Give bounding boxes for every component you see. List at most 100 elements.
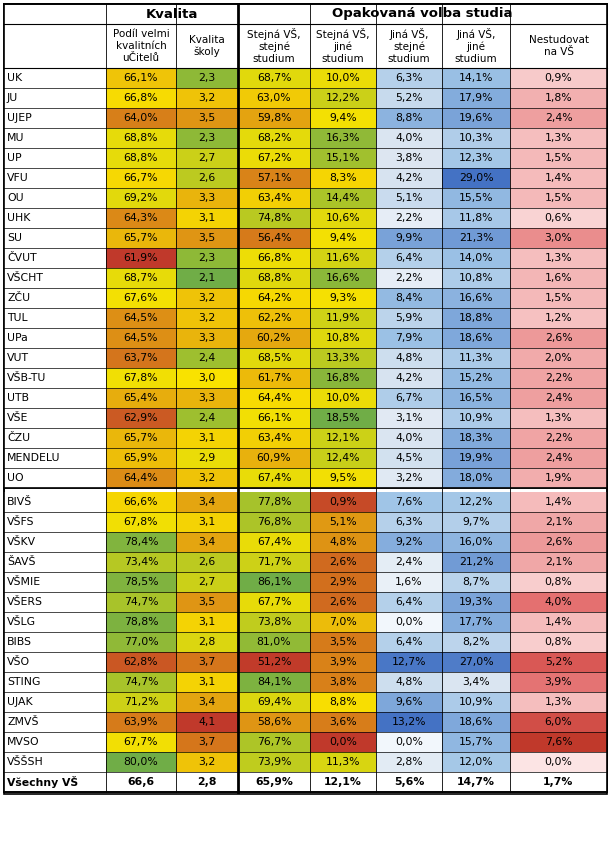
Text: 81,0%: 81,0% xyxy=(257,637,291,647)
Bar xyxy=(510,288,607,308)
Bar xyxy=(310,328,376,348)
Text: 1,5%: 1,5% xyxy=(544,293,573,303)
Bar xyxy=(376,248,442,268)
Bar xyxy=(106,268,176,288)
Bar xyxy=(238,732,310,752)
Text: 16,6%: 16,6% xyxy=(326,273,360,283)
Text: 0,0%: 0,0% xyxy=(395,617,423,627)
Text: 76,8%: 76,8% xyxy=(257,517,291,527)
Text: ZČU: ZČU xyxy=(7,293,30,303)
Bar xyxy=(442,288,510,308)
Text: Stejná VŠ,
stejné
studium: Stejná VŠ, stejné studium xyxy=(247,28,301,64)
Bar xyxy=(510,388,607,408)
Text: 11,6%: 11,6% xyxy=(326,253,360,263)
Bar xyxy=(4,512,106,532)
Text: VŠB-TU: VŠB-TU xyxy=(7,373,46,383)
Bar xyxy=(176,652,238,672)
Text: 84,1%: 84,1% xyxy=(257,677,291,687)
Bar xyxy=(310,308,376,328)
Text: ZMVŠ: ZMVŠ xyxy=(7,717,38,727)
Text: 4,0%: 4,0% xyxy=(544,597,573,607)
Bar xyxy=(510,268,607,288)
Bar xyxy=(238,652,310,672)
Text: 8,2%: 8,2% xyxy=(462,637,490,647)
Text: 77,0%: 77,0% xyxy=(123,637,158,647)
Bar xyxy=(510,712,607,732)
Text: 10,0%: 10,0% xyxy=(326,393,360,403)
Bar xyxy=(310,268,376,288)
Text: 1,3%: 1,3% xyxy=(544,413,573,423)
Text: 2,2%: 2,2% xyxy=(544,433,573,443)
Text: 2,0%: 2,0% xyxy=(544,353,573,363)
Bar xyxy=(510,408,607,428)
Text: VUT: VUT xyxy=(7,353,29,363)
Bar xyxy=(238,692,310,712)
Bar xyxy=(176,428,238,448)
Text: 64,5%: 64,5% xyxy=(124,313,158,323)
Bar xyxy=(510,532,607,552)
Bar xyxy=(376,512,442,532)
Bar xyxy=(310,468,376,488)
Text: 8,8%: 8,8% xyxy=(329,697,357,707)
Bar xyxy=(510,368,607,388)
Bar xyxy=(310,448,376,468)
Bar xyxy=(376,128,442,148)
Bar xyxy=(442,268,510,288)
Bar xyxy=(176,108,238,128)
Text: 11,8%: 11,8% xyxy=(459,213,493,223)
Text: 13,3%: 13,3% xyxy=(326,353,360,363)
Text: 65,4%: 65,4% xyxy=(124,393,158,403)
Bar xyxy=(106,592,176,612)
Bar xyxy=(442,88,510,108)
Bar xyxy=(310,228,376,248)
Bar xyxy=(376,592,442,612)
Text: 2,4%: 2,4% xyxy=(544,393,573,403)
Text: 62,8%: 62,8% xyxy=(124,657,158,667)
Bar xyxy=(238,612,310,632)
Text: UP: UP xyxy=(7,153,21,163)
Text: 64,5%: 64,5% xyxy=(124,333,158,343)
Text: 3,2%: 3,2% xyxy=(395,473,423,483)
Bar xyxy=(442,552,510,572)
Bar xyxy=(376,572,442,592)
Bar xyxy=(4,208,106,228)
Bar xyxy=(238,448,310,468)
Text: 73,9%: 73,9% xyxy=(257,757,291,767)
Bar xyxy=(510,732,607,752)
Bar xyxy=(442,408,510,428)
Text: 68,5%: 68,5% xyxy=(257,353,291,363)
Text: VŠCHT: VŠCHT xyxy=(7,273,44,283)
Bar xyxy=(510,24,607,68)
Text: 8,4%: 8,4% xyxy=(395,293,423,303)
Text: 10,8%: 10,8% xyxy=(459,273,493,283)
Text: 9,2%: 9,2% xyxy=(395,537,423,547)
Bar xyxy=(310,168,376,188)
Text: 2,9%: 2,9% xyxy=(329,577,357,587)
Text: 0,0%: 0,0% xyxy=(395,737,423,747)
Bar xyxy=(176,148,238,168)
Text: 10,6%: 10,6% xyxy=(326,213,360,223)
Bar xyxy=(510,248,607,268)
Bar xyxy=(176,512,238,532)
Text: 16,3%: 16,3% xyxy=(326,133,360,143)
Text: 18,8%: 18,8% xyxy=(459,313,493,323)
Bar xyxy=(106,108,176,128)
Text: 6,3%: 6,3% xyxy=(395,73,423,83)
Text: 2,2%: 2,2% xyxy=(544,373,573,383)
Text: 2,6%: 2,6% xyxy=(544,537,573,547)
Bar xyxy=(510,428,607,448)
Bar xyxy=(4,168,106,188)
Text: 6,4%: 6,4% xyxy=(395,637,423,647)
Text: 3,7: 3,7 xyxy=(199,737,216,747)
Text: 4,8%: 4,8% xyxy=(395,677,423,687)
Bar xyxy=(310,612,376,632)
Bar xyxy=(376,632,442,652)
Bar xyxy=(176,592,238,612)
Bar xyxy=(238,24,310,68)
Bar xyxy=(310,408,376,428)
Text: Kvalita
školy: Kvalita školy xyxy=(189,35,225,57)
Bar xyxy=(4,712,106,732)
Bar xyxy=(4,368,106,388)
Bar xyxy=(310,68,376,88)
Text: 3,4: 3,4 xyxy=(199,537,216,547)
